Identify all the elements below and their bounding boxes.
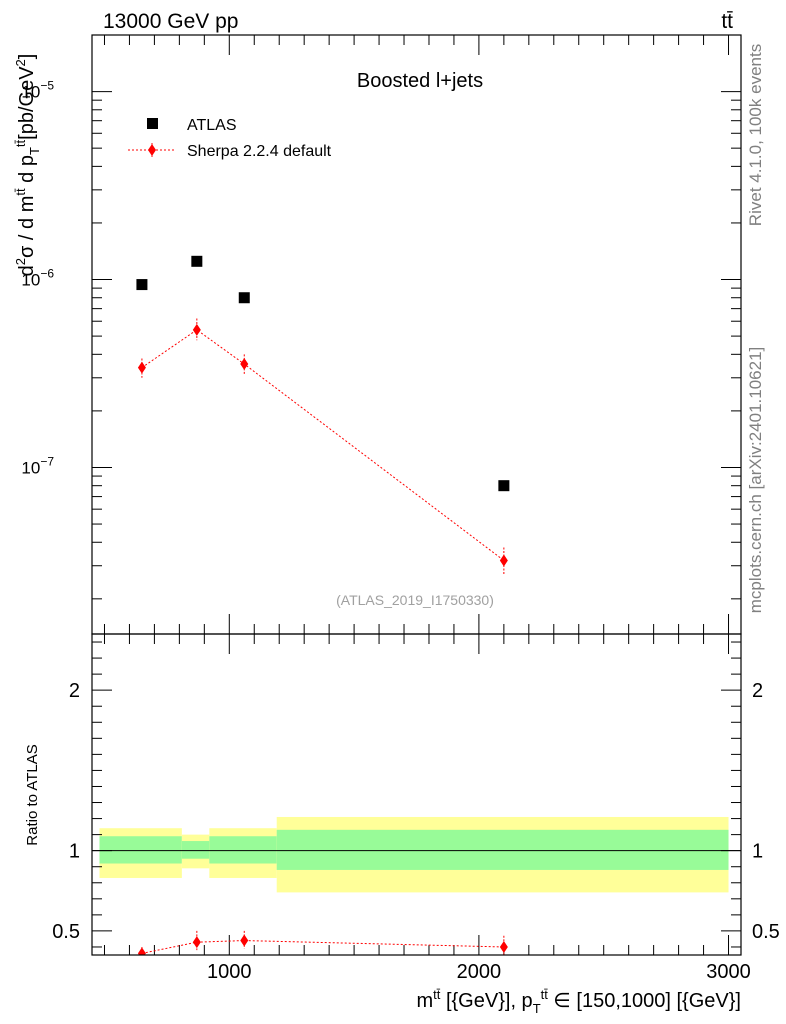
sherpa-point — [137, 361, 146, 374]
ratio-y-tick-label-right: 2 — [752, 680, 763, 702]
ratio-bands — [92, 816, 741, 893]
ratio-inner-band — [209, 836, 277, 864]
analysis-label: (ATLAS_2019_I1750330) — [336, 592, 494, 608]
main-ticks: 10−7 10−6 10−5 — [21, 34, 741, 634]
ratio-series-group — [137, 930, 508, 955]
ratio-y-tick-label-right: 1 — [752, 841, 763, 863]
atlas-point — [238, 292, 250, 304]
x-tick-label: 2000 — [457, 961, 502, 983]
ratio-ticks: 0.5 0.5 1 1 2 2 1000 2000 3000 — [52, 634, 780, 983]
ratio-plot-area — [137, 930, 508, 955]
process-label: tt̄ — [721, 10, 733, 33]
sherpa-point — [499, 554, 508, 567]
ratio-y-tick-label: 2 — [69, 680, 80, 702]
legend-sherpa-label: Sherpa 2.2.4 default — [187, 143, 332, 160]
ratio-panel: 0.5 0.5 1 1 2 2 1000 2000 3000 Ratio to ATLAS mt… — [24, 633, 780, 1016]
main-plot-area — [136, 255, 510, 575]
ratio-ylabel: Ratio to ATLAS — [24, 744, 41, 845]
main-ylabel: d2σ / d mtt̄ d pTtt̄[pb/GeV2] — [13, 54, 42, 277]
ratio-y-tick-label: 1 — [69, 841, 80, 863]
sherpa-point — [192, 323, 201, 336]
legend-atlas-label: ATLAS — [187, 117, 237, 134]
ratio-frame — [91, 633, 742, 956]
ratio-sherpa-point — [499, 940, 508, 953]
ratio-sherpa-point — [137, 947, 146, 955]
energy-label: 13000 GeV pp — [103, 10, 238, 33]
ratio-sherpa-point — [192, 936, 201, 949]
ratio-inner-band — [99, 836, 182, 864]
atlas-point — [191, 255, 203, 267]
plot-title: Boosted l+jets — [357, 70, 483, 92]
legend: ATLAS Sherpa 2.2.4 default — [128, 117, 332, 160]
main-y-tick-label: 10−7 — [21, 454, 54, 477]
main-y-tick-label: 10−6 — [21, 267, 54, 290]
ratio-inner-band — [276, 829, 729, 870]
atlas-point — [136, 279, 148, 291]
legend-atlas-marker — [147, 118, 158, 129]
ratio-y-tick-label-right: 0.5 — [752, 921, 780, 943]
main-panel: 10−7 10−6 10−5 Boosted l+jets (ATLAS_2019_… — [13, 34, 742, 635]
sherpa-point — [240, 358, 249, 371]
ratio-y-tick-label: 0.5 — [52, 921, 80, 943]
x-tick-label: 1000 — [207, 961, 252, 983]
atlas-point — [498, 480, 510, 492]
ratio-sherpa-line — [141, 940, 504, 954]
x-axis-label: mtt̄ [{GeV}], pTtt̄ ∈ [150,1000] [{GeV}] — [416, 987, 741, 1016]
source-label: mcplots.cern.ch [arXiv:2401.10621] — [746, 347, 765, 613]
sherpa-line — [141, 329, 505, 561]
legend-sherpa-marker — [148, 144, 156, 156]
ratio-inner-band — [181, 841, 210, 859]
rivet-version-label: Rivet 4.1.0, 100k events — [746, 44, 765, 226]
main-y-tick-label: 10−5 — [21, 79, 54, 102]
x-tick-label: 3000 — [706, 961, 751, 983]
ratio-sherpa-point — [240, 934, 249, 947]
